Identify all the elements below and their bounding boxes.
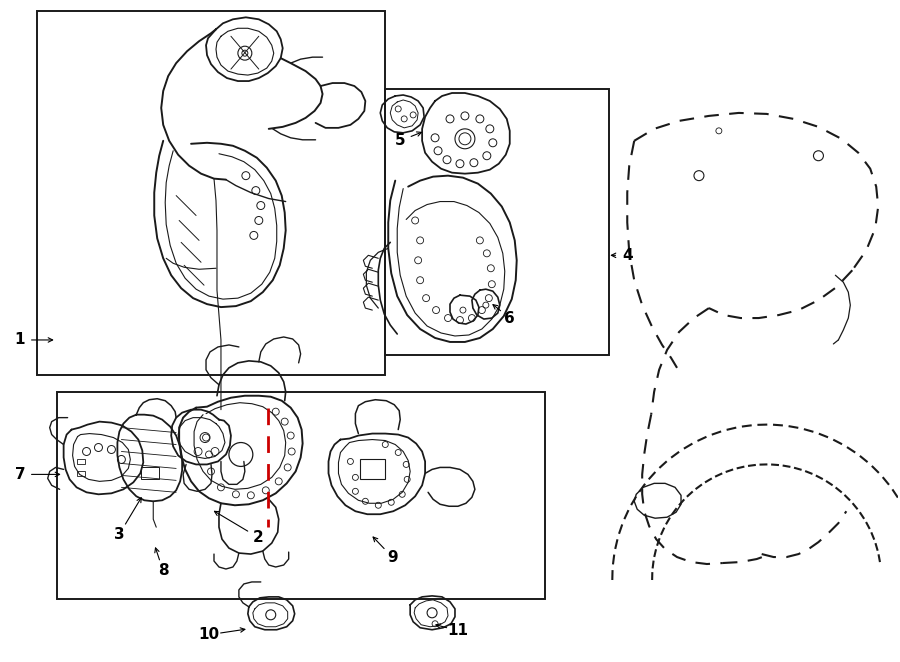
Text: 5: 5 bbox=[395, 133, 406, 148]
Text: 1: 1 bbox=[14, 332, 25, 348]
Text: 3: 3 bbox=[114, 527, 125, 542]
Bar bbox=[37, 11, 385, 375]
Bar bbox=[76, 459, 85, 465]
Bar bbox=[57, 392, 544, 599]
Text: 8: 8 bbox=[158, 563, 168, 579]
Text: 11: 11 bbox=[447, 623, 469, 638]
Bar bbox=[141, 467, 159, 479]
Bar bbox=[360, 459, 385, 479]
Text: 6: 6 bbox=[504, 310, 515, 326]
Text: 10: 10 bbox=[199, 627, 220, 642]
Text: 7: 7 bbox=[14, 467, 25, 482]
Text: 4: 4 bbox=[622, 248, 633, 263]
Text: 2: 2 bbox=[252, 530, 263, 545]
Text: 9: 9 bbox=[387, 549, 398, 565]
Bar bbox=[385, 89, 609, 355]
Bar bbox=[76, 471, 85, 477]
